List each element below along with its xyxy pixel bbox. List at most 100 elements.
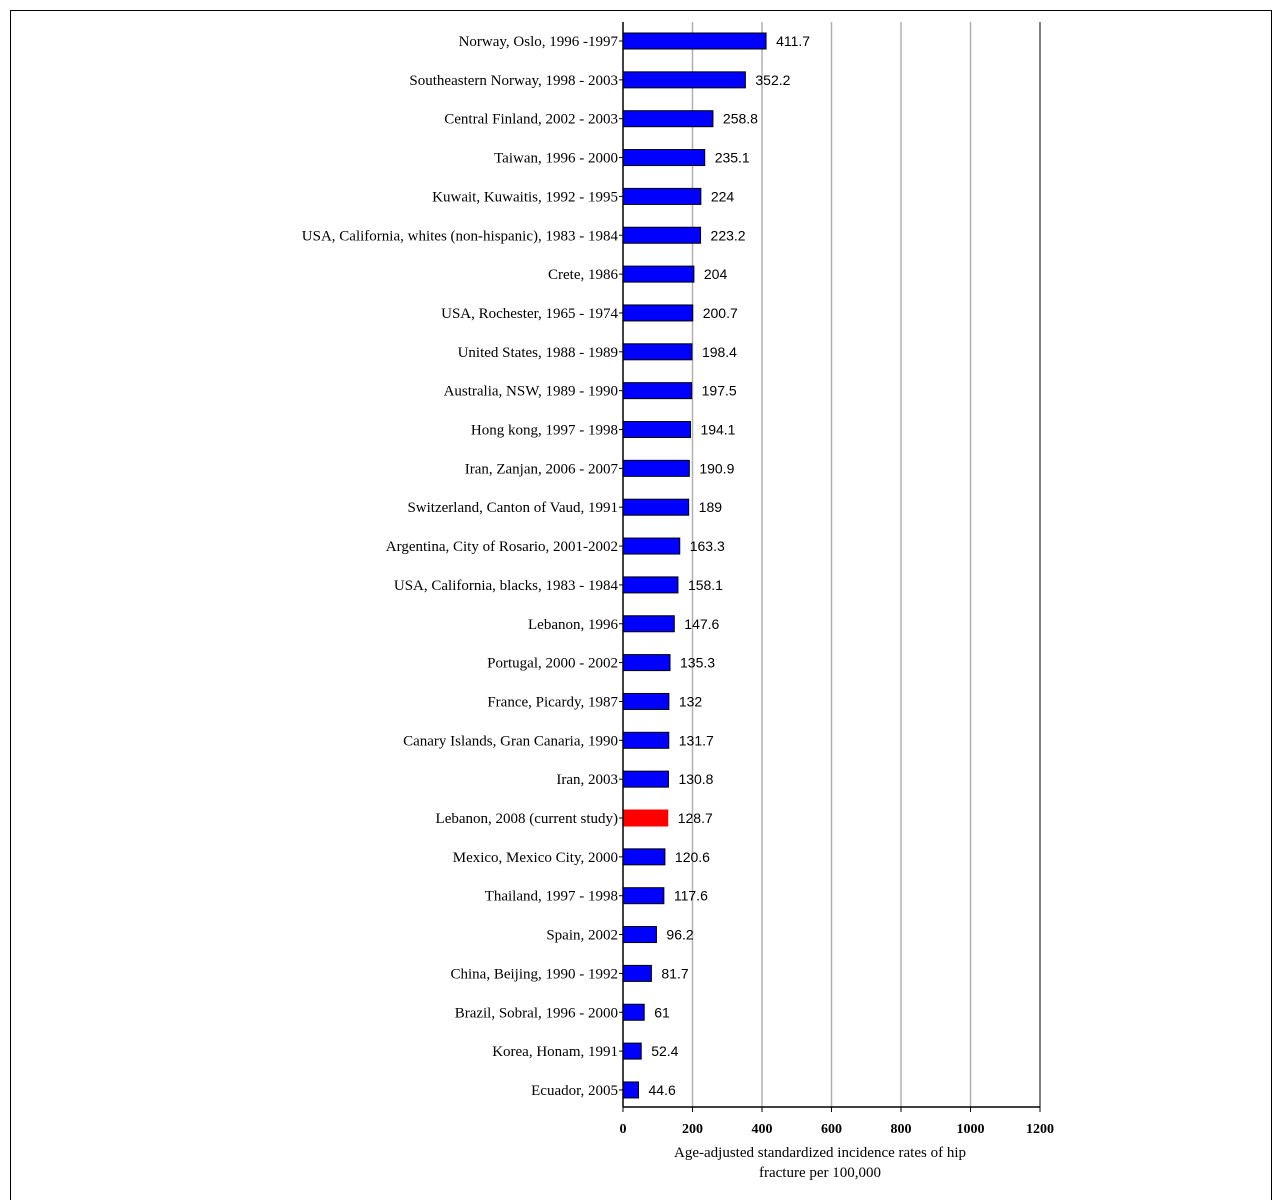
value-label-8: 198.4 — [702, 344, 737, 360]
x-tick-label-600: 600 — [821, 1122, 842, 1137]
x-axis-title-line2: fracture per 100,000 — [759, 1165, 881, 1181]
category-label-11: Iran, Zanjan, 2006 - 2007 — [465, 461, 619, 477]
value-label-15: 147.6 — [684, 616, 719, 632]
category-label-22: Thailand, 1997 - 1998 — [485, 889, 618, 905]
value-label-22: 117.6 — [674, 888, 708, 904]
category-label-9: Australia, NSW, 1989 - 1990 — [444, 384, 618, 400]
value-label-11: 190.9 — [699, 460, 734, 476]
category-label-24: China, Beijing, 1990 - 1992 — [451, 966, 619, 982]
x-tick-label-400: 400 — [752, 1122, 773, 1137]
bar-2 — [622, 110, 714, 128]
bars — [622, 32, 767, 1099]
bar-11 — [622, 459, 690, 477]
bar-4 — [622, 187, 702, 205]
bar-19 — [622, 770, 669, 788]
bar-23 — [622, 926, 657, 944]
value-label-19: 130.8 — [678, 771, 713, 787]
x-axis-title-line1: Age-adjusted standardized incidence rate… — [674, 1145, 966, 1161]
category-label-25: Brazil, Sobral, 1996 - 2000 — [455, 1005, 618, 1021]
value-label-21: 120.6 — [675, 849, 710, 865]
bar-5 — [622, 226, 702, 244]
value-label-14: 158.1 — [688, 577, 723, 593]
value-label-5: 223.2 — [711, 227, 746, 243]
bar-24 — [622, 964, 652, 982]
category-label-4: Kuwait, Kuwaitis, 1992 - 1995 — [432, 189, 618, 205]
bar-16 — [622, 654, 671, 672]
category-label-8: United States, 1988 - 1989 — [458, 345, 618, 361]
value-label-1: 352.2 — [755, 72, 790, 88]
value-label-27: 44.6 — [648, 1082, 675, 1098]
x-tick-label-200: 200 — [682, 1122, 703, 1137]
value-label-12: 189 — [699, 499, 723, 515]
value-label-0: 411.7 — [776, 33, 810, 49]
value-label-26: 52.4 — [651, 1043, 678, 1059]
bar-3 — [622, 149, 706, 167]
category-label-6: Crete, 1986 — [548, 267, 618, 283]
x-axis: 0 200 400 600 800 1000 1200 — [619, 22, 1054, 1137]
category-label-20: Lebanon, 2008 (current study) — [436, 811, 618, 827]
category-label-19: Iran, 2003 — [556, 772, 618, 788]
category-label-21: Mexico, Mexico City, 2000 — [453, 850, 618, 866]
bar-9 — [622, 382, 693, 400]
category-label-10: Hong kong, 1997 - 1998 — [471, 423, 618, 439]
value-label-10: 194.1 — [700, 422, 735, 438]
category-label-17: France, Picardy, 1987 — [487, 694, 618, 710]
category-label-2: Central Finland, 2002 - 2003 — [444, 112, 618, 128]
category-label-15: Lebanon, 1996 — [528, 617, 618, 633]
x-tick-label-800: 800 — [891, 1122, 912, 1137]
category-label-13: Argentina, City of Rosario, 2001-2002 — [386, 539, 618, 555]
category-label-5: USA, California, whites (non-hispanic), … — [302, 228, 619, 244]
bar-13 — [622, 537, 681, 555]
category-label-27: Ecuador, 2005 — [531, 1083, 618, 1099]
bar-6 — [622, 265, 695, 283]
value-label-3: 235.1 — [715, 150, 750, 166]
x-tick-label-0: 0 — [620, 1122, 627, 1137]
category-label-14: USA, California, blacks, 1983 - 1984 — [394, 578, 619, 594]
category-label-26: Korea, Honam, 1991 — [492, 1044, 618, 1060]
category-labels: Norway, Oslo, 1996 -1997 Southeastern Nor… — [302, 34, 619, 1099]
bar-27 — [622, 1081, 639, 1099]
bar-15 — [622, 615, 675, 633]
bar-12 — [622, 498, 690, 516]
value-label-2: 258.8 — [723, 111, 758, 127]
bar-25 — [622, 1003, 645, 1021]
value-label-4: 224 — [711, 188, 735, 204]
category-label-7: USA, Rochester, 1965 - 1974 — [441, 306, 618, 322]
bar-1 — [622, 71, 746, 89]
bar-17 — [622, 692, 670, 710]
bar-0 — [622, 32, 767, 50]
bar-26 — [622, 1042, 642, 1060]
bar-20 — [622, 809, 669, 827]
value-label-20: 128.7 — [678, 810, 713, 826]
figure-frame — [10, 10, 1272, 1200]
bar-18 — [622, 731, 670, 749]
category-label-12: Switzerland, Canton of Vaud, 1991 — [407, 500, 618, 516]
category-label-3: Taiwan, 1996 - 2000 — [494, 151, 618, 167]
value-label-25: 61 — [654, 1004, 670, 1020]
bar-10 — [622, 421, 691, 438]
value-label-18: 131.7 — [679, 732, 714, 748]
category-label-0: Norway, Oslo, 1996 -1997 — [459, 34, 619, 50]
value-label-9: 197.5 — [702, 383, 737, 399]
value-label-16: 135.3 — [680, 655, 715, 671]
category-label-16: Portugal, 2000 - 2002 — [487, 656, 618, 672]
bar-8 — [622, 343, 693, 361]
bar-14 — [622, 576, 679, 594]
value-label-17: 132 — [679, 693, 703, 709]
bar-22 — [622, 887, 665, 905]
x-tick-label-1200: 1200 — [1026, 1122, 1054, 1137]
grid-lines — [691, 22, 1041, 1107]
category-label-23: Spain, 2002 — [546, 928, 618, 944]
value-label-23: 96.2 — [666, 927, 693, 943]
x-tick-label-1000: 1000 — [957, 1122, 985, 1137]
bar-21 — [622, 848, 666, 866]
category-label-18: Canary Islands, Gran Canaria, 1990 — [403, 733, 618, 749]
bar-7 — [622, 304, 694, 322]
value-label-13: 163.3 — [690, 538, 725, 554]
value-labels: 411.7 352.2 258.8 235.1 224 223.2 204 200.7 198.… — [648, 33, 810, 1098]
value-label-7: 200.7 — [703, 305, 738, 321]
value-label-24: 81.7 — [661, 965, 688, 981]
category-label-1: Southeastern Norway, 1998 - 2003 — [409, 73, 618, 89]
value-label-6: 204 — [704, 266, 728, 282]
